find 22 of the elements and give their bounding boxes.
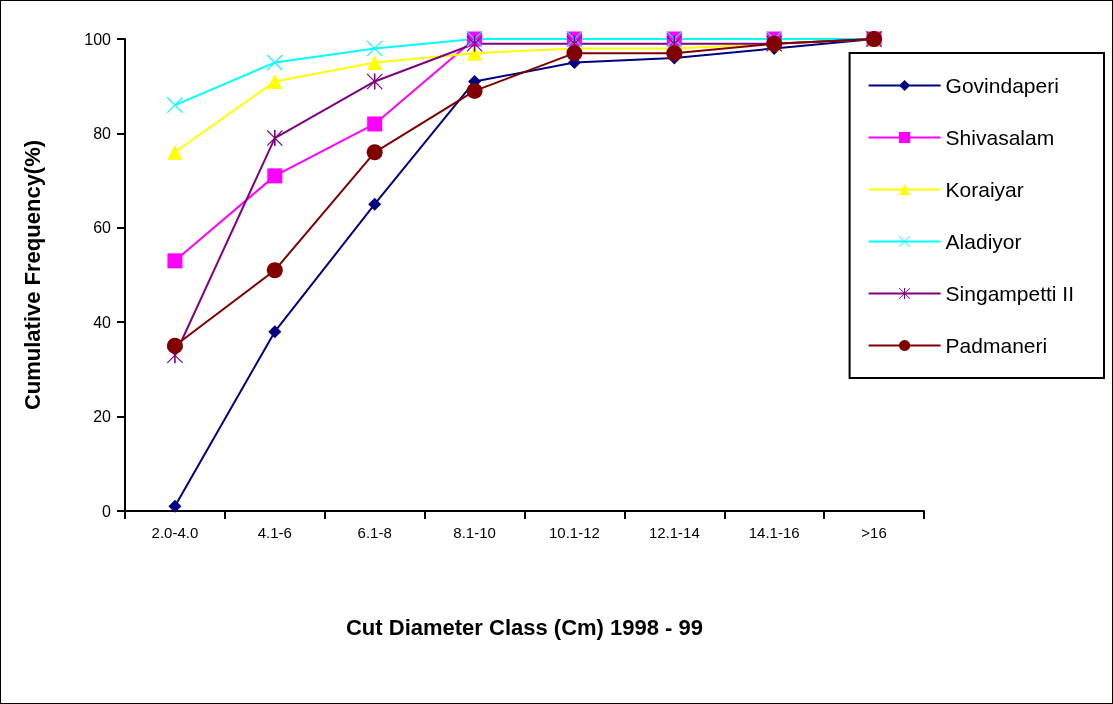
x-tick-label: 2.0-4.0 (151, 524, 199, 541)
x-tick-label: 12.1-14 (648, 524, 700, 541)
x-tick-label: 4.1-6 (257, 524, 292, 541)
legend-label: Aladiyor (945, 230, 1022, 253)
y-tick-label: 60 (93, 219, 112, 237)
y-tick-label: 0 (102, 502, 112, 520)
y-tick-label: 80 (93, 124, 112, 142)
legend-label: Singampetti II (945, 282, 1075, 305)
legend-label: Shivasalam (945, 126, 1055, 149)
y-tick-label: 100 (84, 30, 112, 48)
x-tick-label: >16 (861, 524, 887, 541)
x-tick-label: 14.1-16 (748, 524, 800, 541)
x-tick-label: 6.1-8 (357, 524, 392, 541)
x-axis-title: Cut Diameter Class (Cm) 1998 - 99 (345, 614, 704, 640)
y-tick-label: 40 (93, 313, 112, 331)
legend-label: Koraiyar (945, 178, 1024, 201)
legend-label: Govindaperi (945, 74, 1059, 97)
x-tick-label: 10.1-12 (549, 524, 600, 541)
y-axis-title: Cumulative Frequency(%) (19, 139, 45, 411)
legend-label: Padmaneri (945, 334, 1048, 357)
x-tick-label: 8.1-10 (453, 524, 496, 541)
y-tick-label: 20 (93, 408, 112, 426)
